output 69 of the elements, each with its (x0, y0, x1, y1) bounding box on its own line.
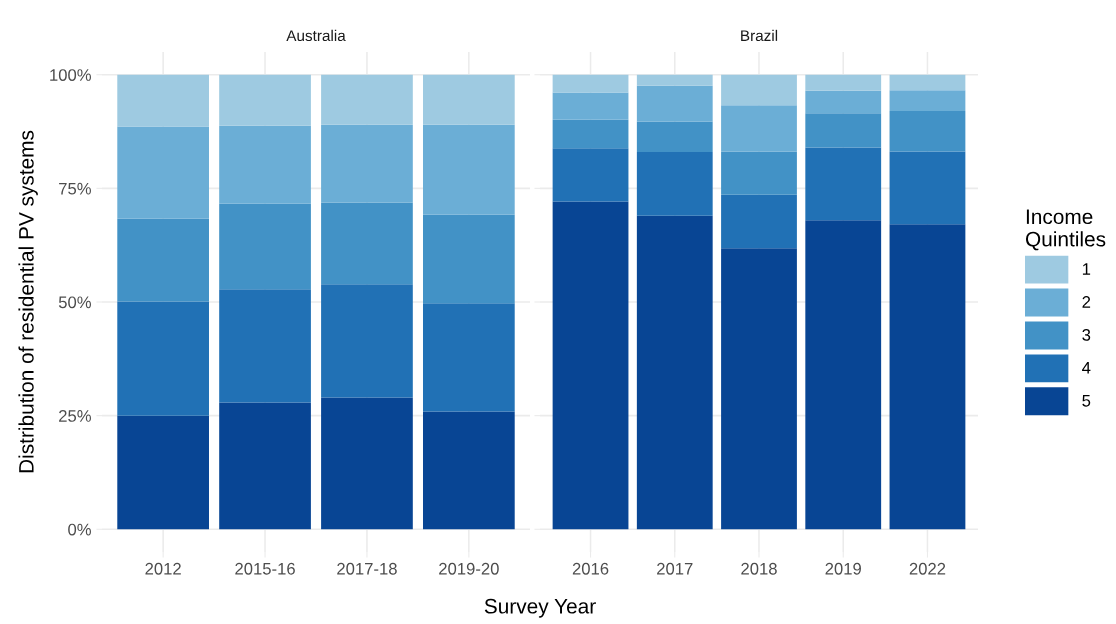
bar (805, 147, 882, 221)
bar (219, 74, 311, 126)
bar (721, 151, 797, 195)
bar (117, 301, 209, 416)
y-tick-label: 50% (58, 296, 91, 309)
bar (889, 111, 966, 152)
x-tick-label: 2012 (145, 562, 181, 575)
x-tick-label: 2015-16 (235, 562, 295, 575)
x-tick-label: 2019-20 (439, 562, 499, 575)
bar (117, 74, 209, 127)
y-tick-label: 75% (59, 182, 91, 195)
bar (321, 202, 413, 285)
y-tick-label: 100% (50, 69, 91, 81)
legend-label: 2 (1082, 296, 1091, 308)
bar (321, 284, 413, 398)
bar (805, 90, 882, 114)
bar (636, 121, 713, 152)
legend-label: 5 (1082, 395, 1091, 407)
bar (805, 113, 882, 148)
bar (805, 220, 882, 530)
bar (721, 74, 797, 106)
x-axis-title: Survey Year (484, 598, 596, 618)
y-axis-title: Distribution of residential PV systems (18, 130, 38, 473)
x-tick-label: 2017-18 (337, 562, 397, 575)
bar (423, 124, 515, 215)
chart-title: Australia (286, 29, 346, 42)
bar (889, 90, 966, 112)
bar (805, 74, 882, 91)
bar (636, 74, 713, 86)
bar (552, 201, 629, 530)
x-tick-label: 2017 (657, 562, 693, 575)
bar (117, 415, 209, 530)
bar (636, 215, 713, 530)
bar (552, 148, 629, 202)
bar (721, 248, 797, 530)
bar (219, 125, 311, 204)
bar (321, 74, 413, 125)
bar (117, 218, 209, 302)
bar (552, 92, 629, 120)
bar (552, 119, 629, 149)
bar (636, 85, 713, 122)
legend-label: 3 (1082, 329, 1091, 341)
x-tick-label: 2022 (909, 562, 946, 575)
x-tick-label: 2019 (825, 562, 861, 575)
x-tick-label: 2016 (572, 562, 609, 575)
bar (552, 74, 629, 93)
bar (219, 203, 311, 290)
y-tick-label: 25% (59, 410, 91, 422)
bar (889, 74, 966, 91)
chart-title: Brazil (741, 29, 778, 42)
bar (117, 126, 209, 219)
legend-label: 1 (1082, 263, 1091, 275)
legend-label: 4 (1082, 362, 1091, 374)
bar (423, 74, 515, 125)
legend-title: Income Quintiles (1025, 209, 1106, 251)
bar (889, 224, 966, 530)
bar (321, 124, 413, 203)
bar (219, 289, 311, 403)
bar (423, 411, 515, 530)
bar (721, 194, 797, 249)
x-tick-label: 2018 (741, 562, 777, 575)
bar (636, 152, 713, 216)
bar (423, 214, 515, 304)
bar (721, 105, 797, 152)
bar (423, 303, 515, 412)
y-tick-label: 0% (68, 523, 91, 536)
bar (219, 402, 311, 530)
bar (889, 151, 966, 225)
bar (321, 397, 413, 530)
